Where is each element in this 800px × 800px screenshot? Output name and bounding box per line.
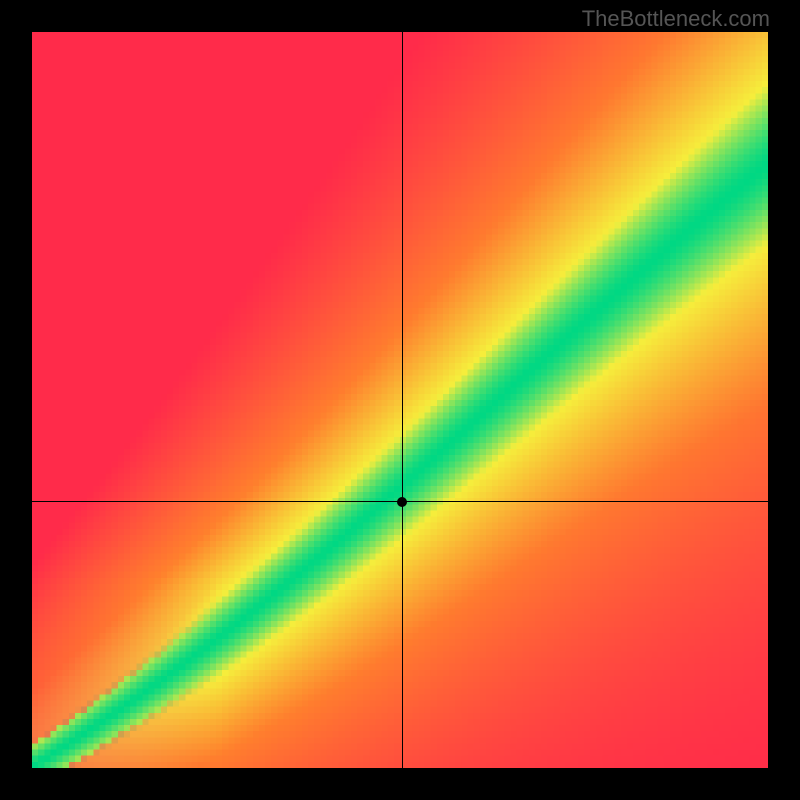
crosshair-point xyxy=(397,497,407,507)
crosshair-vertical xyxy=(402,32,403,768)
watermark-text: TheBottleneck.com xyxy=(582,6,770,32)
heatmap-plot xyxy=(32,32,768,768)
heatmap-canvas xyxy=(32,32,768,768)
